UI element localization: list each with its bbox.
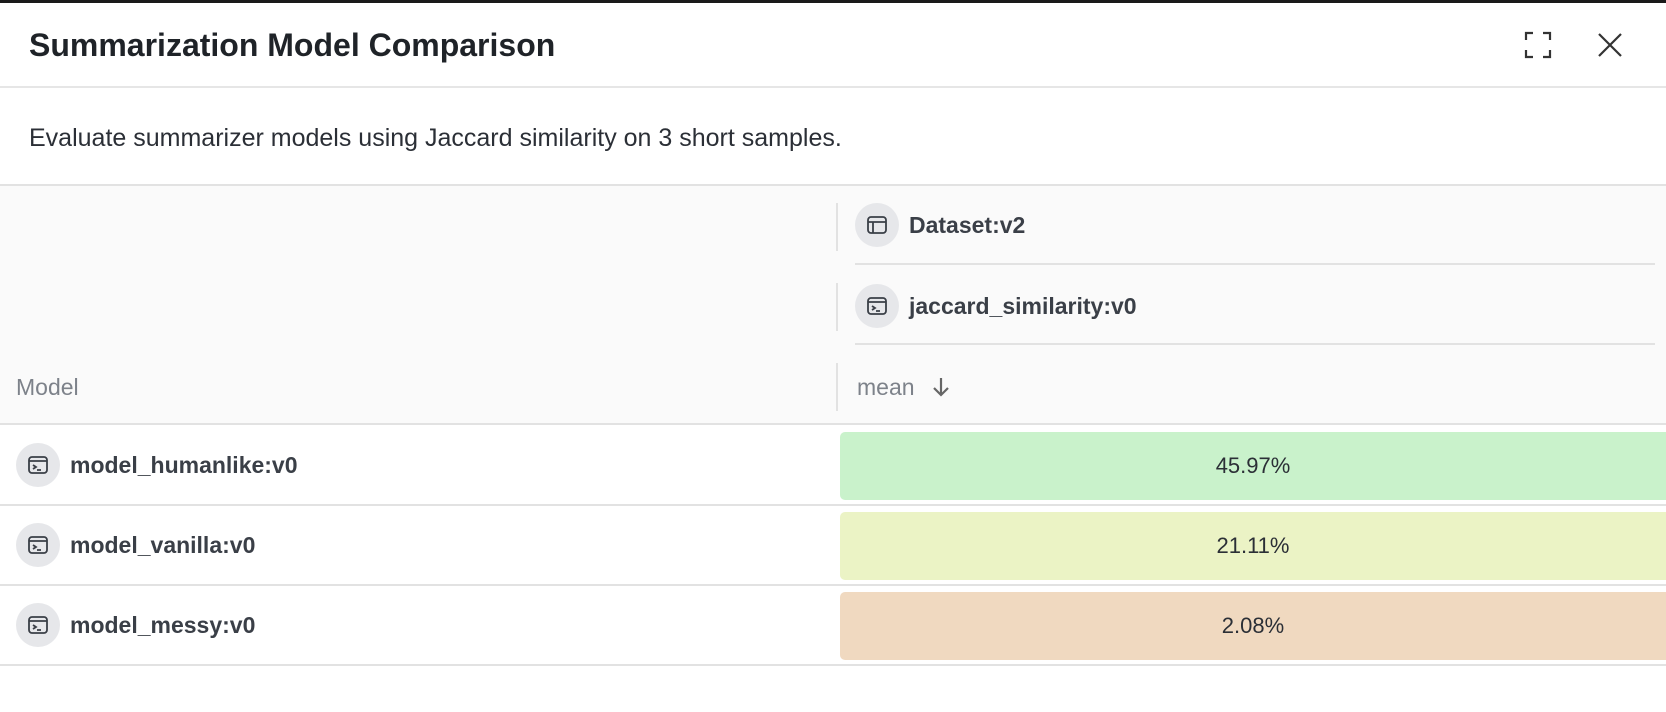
mean-label: mean xyxy=(857,373,915,400)
scorer-icon xyxy=(855,284,899,328)
model-cell[interactable]: model_messy:v0 xyxy=(16,586,255,664)
scorer-header[interactable]: jaccard_similarity:v0 xyxy=(855,284,1137,328)
mean-score: 45.97% xyxy=(1215,453,1291,478)
model-name: model_humanlike:v0 xyxy=(70,451,298,478)
mean-score: 2.08% xyxy=(1221,613,1285,638)
divider xyxy=(0,184,1666,186)
close-icon xyxy=(1598,33,1622,57)
dataset-header[interactable]: Dataset:v2 xyxy=(855,203,1025,247)
mean-score-cell: 45.97% xyxy=(840,432,1666,500)
column-separator xyxy=(836,283,838,331)
dataset-label: Dataset:v2 xyxy=(909,211,1026,238)
model-icon xyxy=(16,443,60,487)
table-row[interactable]: model_messy:v0 2.08% xyxy=(0,586,1666,666)
table-row[interactable]: model_vanilla:v0 21.11% xyxy=(0,506,1666,586)
divider xyxy=(855,343,1655,345)
model-icon xyxy=(16,523,60,567)
sort-down-icon[interactable] xyxy=(929,375,953,399)
column-separator xyxy=(836,363,838,411)
dataset-icon xyxy=(855,203,899,247)
fullscreen-icon xyxy=(1524,31,1552,59)
mean-score-cell: 21.11% xyxy=(840,512,1666,580)
mean-score-cell: 2.08% xyxy=(840,592,1666,660)
mean-score: 21.11% xyxy=(1216,533,1290,558)
model-column-header[interactable]: Model xyxy=(16,373,79,400)
model-name: model_messy:v0 xyxy=(70,611,256,638)
mean-column-header[interactable]: mean xyxy=(857,372,953,402)
close-button[interactable] xyxy=(1594,29,1626,61)
table-header: Dataset:v2 jaccard_similarity:v0 Model m… xyxy=(0,186,1666,425)
model-name: model_vanilla:v0 xyxy=(70,531,256,558)
table-row[interactable]: model_humanlike:v0 45.97% xyxy=(0,426,1666,506)
top-border xyxy=(0,0,1666,3)
scorer-label: jaccard_similarity:v0 xyxy=(909,292,1137,319)
panel-description: Evaluate summarizer models using Jaccard… xyxy=(29,124,842,152)
divider xyxy=(855,263,1655,265)
panel-header: Summarization Model Comparison xyxy=(0,3,1666,88)
fullscreen-button[interactable] xyxy=(1522,29,1554,61)
model-cell[interactable]: model_humanlike:v0 xyxy=(16,426,298,504)
column-separator xyxy=(836,203,838,251)
model-cell[interactable]: model_vanilla:v0 xyxy=(16,506,255,584)
panel-title: Summarization Model Comparison xyxy=(29,27,556,63)
model-icon xyxy=(16,603,60,647)
